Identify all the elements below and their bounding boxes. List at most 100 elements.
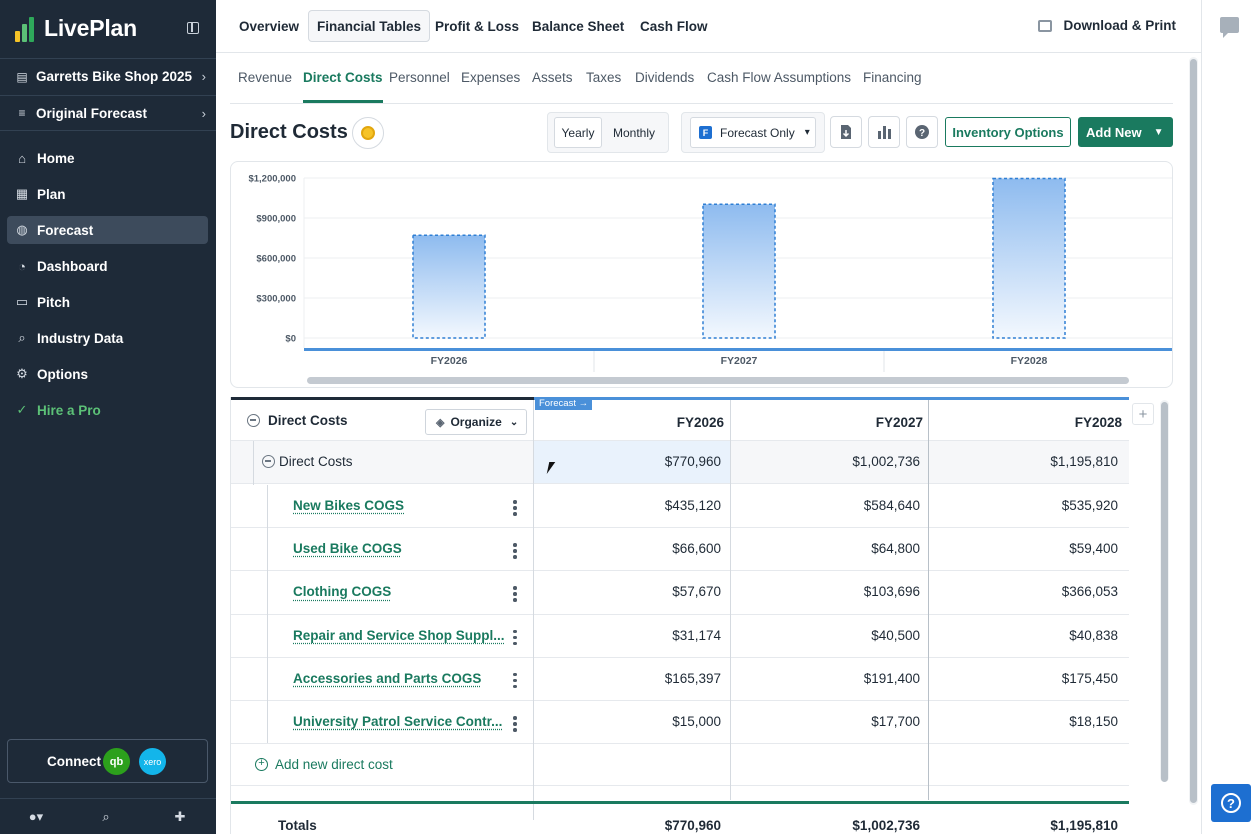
cell-value-fy2027[interactable]: $17,700	[731, 714, 920, 729]
tab-overview[interactable]: Overview	[231, 10, 307, 42]
cell-value-fy2027[interactable]: $103,696	[731, 584, 920, 599]
sidebar-item-plan[interactable]: ▦ Plan	[7, 180, 208, 208]
chart-toggle-button[interactable]	[868, 116, 900, 148]
subtab-direct-costs[interactable]: Direct Costs	[303, 70, 383, 103]
direct-cost-item-link[interactable]: University Patrol Service Contr...	[293, 714, 502, 729]
add-column-button[interactable]: +	[1132, 403, 1154, 425]
forecast-selector[interactable]: ≡ Original Forecast ›	[0, 95, 216, 131]
cell-value-fy2028[interactable]: $535,920	[929, 498, 1118, 513]
cell-value-fy2027[interactable]: $191,400	[731, 671, 920, 686]
comment-icon[interactable]	[1220, 17, 1239, 33]
quickbooks-icon[interactable]: qb	[103, 748, 130, 775]
subtab-dividends[interactable]: Dividends	[635, 70, 694, 103]
cell-value-fy2028[interactable]: $175,450	[929, 671, 1118, 686]
bar-fy2026[interactable]	[413, 235, 485, 338]
bar-fy2028[interactable]	[993, 179, 1065, 338]
direct-cost-item-link[interactable]: New Bikes COGS	[293, 498, 404, 513]
sidebar-item-pitch[interactable]: ▭ Pitch	[7, 288, 208, 316]
monthly-toggle[interactable]: Monthly	[606, 117, 662, 148]
subtab-taxes[interactable]: Taxes	[586, 70, 621, 103]
tab-financial-tables[interactable]: Financial Tables	[308, 10, 430, 42]
add-user-icon[interactable]: ✚	[162, 799, 198, 834]
sidebar-item-home[interactable]: ⌂ Home	[7, 144, 208, 172]
tab-profit-loss[interactable]: Profit & Loss	[427, 10, 527, 42]
collapse-all-icon[interactable]	[247, 414, 260, 427]
subtab-revenue[interactable]: Revenue	[238, 70, 292, 103]
chevron-down-icon: ▾	[805, 127, 810, 138]
cell-value-fy2027[interactable]: $584,640	[731, 498, 920, 513]
cell-value-fy2028[interactable]: $18,150	[929, 714, 1118, 729]
cell-value-fy2026[interactable]: $66,600	[534, 541, 721, 556]
more-options-icon[interactable]	[513, 500, 517, 518]
cell-value-fy2027[interactable]: $40,500	[731, 628, 920, 643]
user-menu-icon[interactable]: ●▾	[16, 799, 56, 834]
help-button[interactable]: ?	[1211, 784, 1251, 822]
cell-value-fy2028[interactable]: $40,838	[929, 628, 1118, 643]
chart-svg: $1,200,000$900,000$600,000$300,000$0FY20…	[231, 162, 1173, 388]
more-options-icon[interactable]	[513, 543, 517, 561]
subtab-assets[interactable]: Assets	[532, 70, 573, 103]
more-options-icon[interactable]	[513, 630, 517, 648]
group-value-fy2027[interactable]: $1,002,736	[731, 454, 920, 469]
tab-balance-sheet[interactable]: Balance Sheet	[524, 10, 632, 42]
subtab-personnel[interactable]: Personnel	[389, 70, 450, 103]
subtab-cash-flow-assumptions[interactable]: Cash Flow Assumptions	[707, 70, 851, 103]
add-circle-icon: +	[255, 758, 268, 771]
group-value-fy2026[interactable]: $770,960	[534, 454, 721, 469]
more-options-icon[interactable]	[513, 586, 517, 604]
sidebar-item-label: Plan	[37, 187, 66, 202]
add-direct-cost-row[interactable]: + Add new direct cost	[231, 743, 1129, 786]
direct-cost-item-link[interactable]: Used Bike COGS	[293, 541, 402, 556]
inventory-options-button[interactable]: Inventory Options	[945, 117, 1071, 147]
page-scrollbar-thumb[interactable]	[1190, 59, 1197, 803]
table-scrollbar-thumb[interactable]	[1161, 402, 1168, 782]
xero-icon[interactable]: xero	[139, 748, 166, 775]
x-tick-label: FY2027	[721, 355, 758, 367]
bar-fy2027[interactable]	[703, 204, 775, 338]
cell-value-fy2027[interactable]: $64,800	[731, 541, 920, 556]
more-options-icon[interactable]	[513, 673, 517, 691]
cell-value-fy2026[interactable]: $31,174	[534, 628, 721, 643]
cell-value-fy2026[interactable]: $165,397	[534, 671, 721, 686]
plan-selector[interactable]: ▤ Garretts Bike Shop 2025 ›	[0, 58, 216, 94]
logo-row: LivePlan	[0, 0, 216, 57]
plan-name: Garretts Bike Shop 2025	[36, 69, 192, 84]
forecast-filter-select[interactable]: F Forecast Only ▾	[690, 117, 816, 148]
add-direct-cost-link[interactable]: Add new direct cost	[275, 757, 393, 772]
direct-cost-item-link[interactable]: Clothing COGS	[293, 584, 391, 599]
sidebar-item-hire-a-pro[interactable]: ✓ Hire a Pro	[7, 396, 208, 424]
help-info-button[interactable]: ?	[906, 116, 938, 148]
export-button[interactable]	[830, 116, 862, 148]
sidebar-item-industry-data[interactable]: ⌕ Industry Data	[7, 324, 208, 352]
cell-value-fy2026[interactable]: $57,670	[534, 584, 721, 599]
cell-value-fy2026[interactable]: $15,000	[534, 714, 721, 729]
organize-button[interactable]: ◈ Organize ⌄	[425, 409, 527, 435]
yearly-toggle[interactable]: Yearly	[554, 117, 602, 148]
direct-cost-item-link[interactable]: Accessories and Parts COGS	[293, 671, 481, 686]
more-options-icon[interactable]	[513, 716, 517, 734]
status-badge[interactable]	[352, 117, 384, 149]
cell-value-fy2028[interactable]: $366,053	[929, 584, 1118, 599]
download-print-button[interactable]: Download & Print	[1038, 18, 1177, 33]
search-icon[interactable]: ⌕	[88, 799, 124, 834]
total-fy2028: $1,195,810	[929, 818, 1118, 833]
cell-value-fy2028[interactable]: $59,400	[929, 541, 1118, 556]
chart-scrollbar-thumb[interactable]	[307, 377, 1129, 384]
sidebar-item-forecast[interactable]: ◍ Forecast	[7, 216, 208, 244]
connect-integrations[interactable]: Connect qb xero	[7, 739, 208, 783]
sidebar-item-label: Home	[37, 151, 75, 166]
tab-cash-flow[interactable]: Cash Flow	[632, 10, 716, 42]
direct-costs-subtabs: Revenue Direct Costs Personnel Expenses …	[230, 62, 1173, 104]
direct-cost-item-link[interactable]: Repair and Service Shop Suppl...	[293, 628, 505, 643]
add-new-label: Add New	[1086, 125, 1142, 140]
subtab-financing[interactable]: Financing	[863, 70, 922, 103]
app-logo-text[interactable]: LivePlan	[44, 15, 137, 42]
cell-value-fy2026[interactable]: $435,120	[534, 498, 721, 513]
sidebar-collapse-icon[interactable]	[187, 22, 199, 34]
sidebar-item-options[interactable]: ⚙ Options	[7, 360, 208, 388]
collapse-group-icon[interactable]	[262, 455, 275, 468]
add-new-button[interactable]: Add New ▼	[1078, 117, 1173, 147]
group-value-fy2028[interactable]: $1,195,810	[929, 454, 1118, 469]
sidebar-item-dashboard[interactable]: ◔ Dashboard	[7, 252, 208, 280]
subtab-expenses[interactable]: Expenses	[461, 70, 520, 103]
